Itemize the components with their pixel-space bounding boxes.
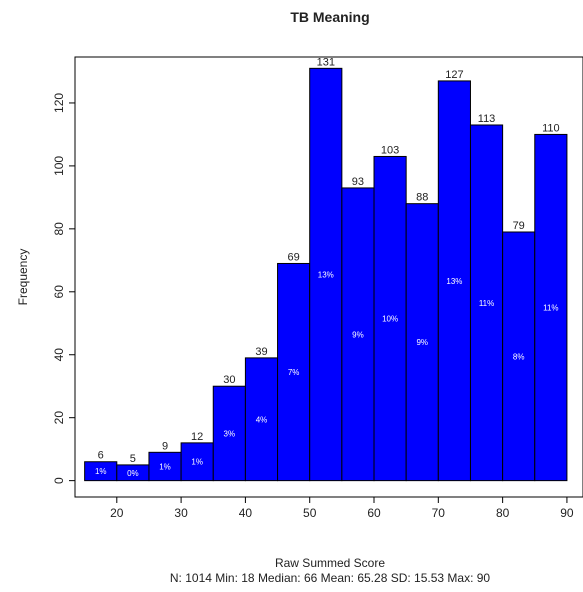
bar (277, 262, 311, 482)
percent-label: 8% (513, 352, 525, 361)
value-label: 79 (513, 220, 525, 232)
percent-label: 3% (224, 429, 236, 438)
subtitle: N: 1014 Min: 18 Median: 66 Mean: 65.28 S… (170, 571, 491, 585)
bar (534, 133, 568, 482)
chart-title: TB Meaning (290, 9, 369, 25)
percent-label: 7% (288, 368, 300, 377)
y-tick-label: 80 (52, 222, 66, 236)
x-tick-label: 40 (239, 506, 253, 520)
bar (405, 203, 439, 482)
bar (309, 67, 343, 482)
value-label: 93 (352, 176, 364, 188)
value-label: 9 (162, 440, 168, 452)
percent-label: 4% (256, 415, 268, 424)
x-tick-label: 50 (303, 506, 317, 520)
value-label: 113 (478, 113, 496, 125)
x-tick-label: 90 (560, 506, 574, 520)
x-axis-label: Raw Summed Score (275, 556, 385, 570)
percent-label: 13% (318, 270, 334, 279)
value-label: 69 (288, 251, 300, 263)
percent-label: 1% (159, 462, 171, 471)
x-tick-label: 70 (432, 506, 446, 520)
value-label: 30 (223, 374, 235, 386)
y-tick-label: 40 (52, 348, 66, 362)
value-label: 39 (255, 346, 267, 358)
percent-label: 9% (416, 338, 428, 347)
bar (502, 231, 536, 482)
value-label: 131 (317, 56, 335, 68)
bar (148, 451, 182, 482)
percent-label: 0% (127, 469, 139, 478)
x-tick-label: 80 (496, 506, 510, 520)
percent-label: 11% (479, 299, 494, 308)
x-tick-label: 30 (174, 506, 188, 520)
value-label: 88 (416, 192, 428, 204)
x-tick-label: 60 (367, 506, 381, 520)
x-tick-label: 20 (110, 506, 124, 520)
percent-label: 1% (95, 467, 107, 476)
value-label: 127 (445, 69, 463, 81)
y-tick-label: 20 (52, 411, 66, 425)
value-label: 103 (381, 144, 399, 156)
bar (437, 80, 471, 482)
y-axis-label: Frequency (16, 249, 30, 306)
percent-label: 1% (191, 458, 203, 467)
y-tick-label: 60 (52, 285, 66, 299)
value-label: 12 (191, 431, 203, 443)
plot-frame (74, 56, 583, 498)
y-tick-label: 100 (52, 156, 66, 176)
percent-label: 13% (446, 277, 462, 286)
percent-label: 11% (543, 304, 558, 313)
bar (341, 187, 375, 482)
value-label: 110 (542, 122, 560, 134)
value-label: 6 (98, 450, 104, 462)
bar (244, 357, 279, 482)
percent-label: 9% (352, 330, 364, 339)
value-label: 5 (130, 453, 136, 465)
y-tick-label: 120 (52, 93, 66, 113)
y-tick-label: 0 (52, 477, 66, 484)
bar (469, 124, 504, 482)
percent-label: 10% (382, 315, 398, 324)
bar (373, 155, 407, 482)
